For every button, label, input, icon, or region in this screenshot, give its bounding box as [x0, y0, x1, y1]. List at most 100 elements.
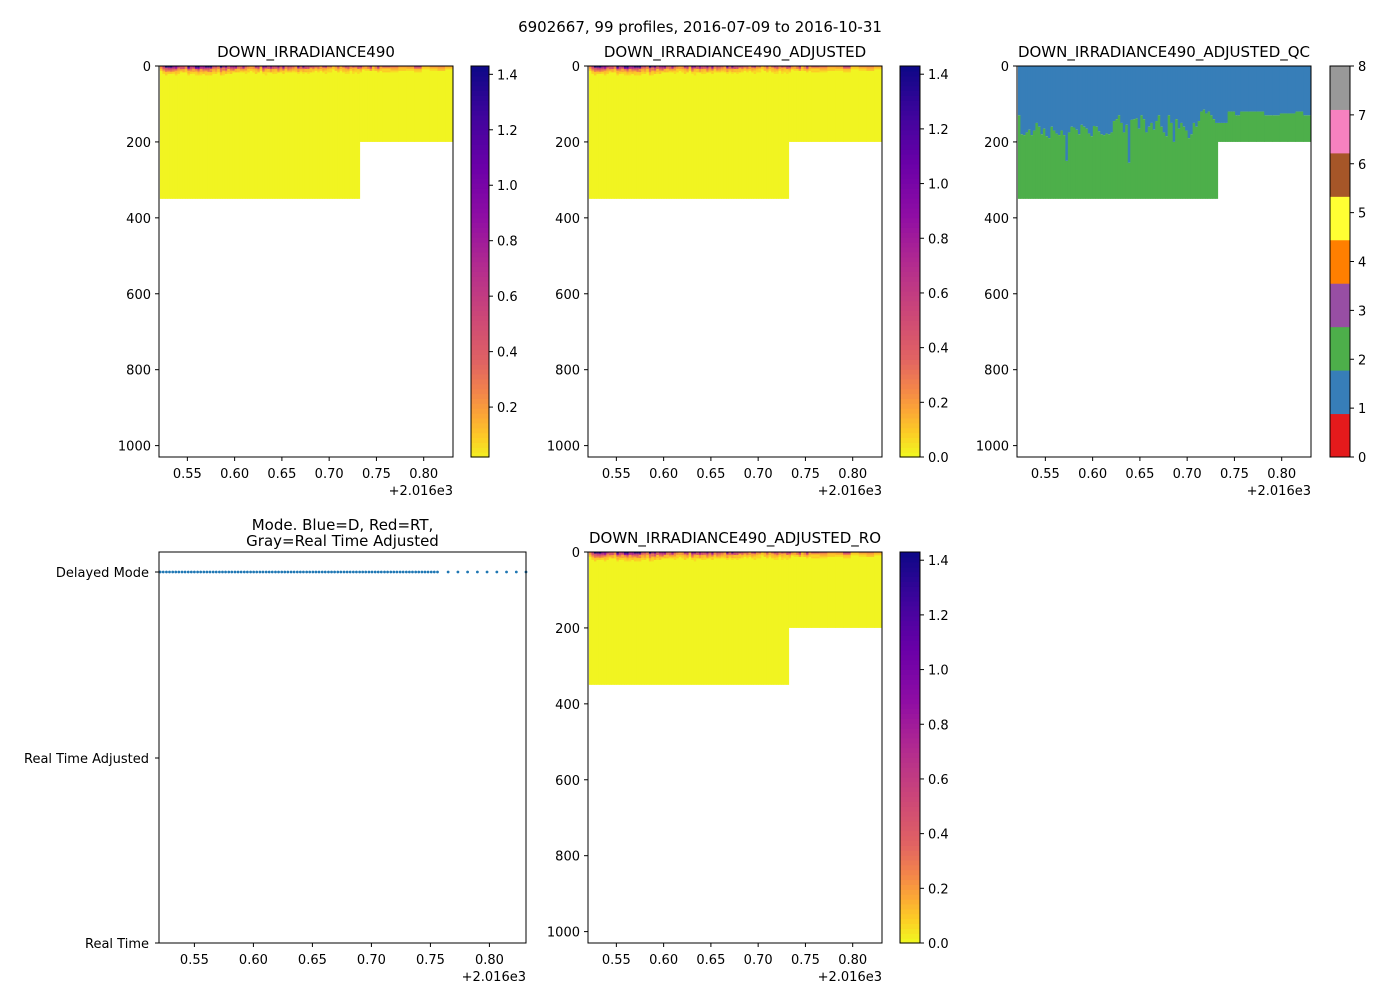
mode-point	[404, 570, 408, 574]
heatmap-cell	[337, 69, 341, 71]
mode-point	[485, 570, 489, 574]
heatmap-cell	[703, 72, 707, 74]
heatmap-column	[743, 66, 747, 199]
qc-cell-flag1	[1045, 66, 1049, 137]
colorbar-segment	[900, 393, 920, 399]
heatmap-column	[626, 66, 630, 199]
qc-cell-flag2	[1210, 115, 1214, 199]
heatmap-cell	[234, 70, 238, 73]
colorbar-segment	[900, 251, 920, 258]
colorbar-segment	[900, 163, 920, 170]
heatmap-column	[633, 552, 637, 685]
mode-point	[214, 570, 218, 574]
mode-point	[361, 570, 365, 574]
qc-cell-flag1	[1072, 66, 1076, 128]
heatmap-cell	[272, 70, 276, 73]
colorbar-segment	[900, 295, 920, 302]
heatmap-cell	[414, 67, 423, 70]
panel-p5: DOWN_IRRADIANCE490_ADJUSTED_RO0200400600…	[547, 529, 949, 985]
heatmap-column	[733, 66, 737, 199]
heatmap-cell	[302, 72, 306, 74]
heatmap-column	[793, 552, 797, 628]
colorbar-segment	[900, 398, 920, 404]
heatmap-cell	[843, 555, 852, 557]
heatmap-cell	[284, 69, 288, 71]
heatmap-cell	[227, 69, 231, 71]
heatmap-cell	[656, 556, 660, 559]
heatmap-column	[359, 66, 363, 142]
x-tick-label: 0.70	[744, 467, 773, 482]
heatmap-cell	[671, 66, 675, 68]
heatmap-cell	[711, 556, 715, 559]
heatmap-cell	[773, 556, 777, 559]
heatmap-cell	[616, 69, 620, 71]
heatmap-cell	[751, 67, 755, 70]
qc-cell-flag2	[1177, 128, 1181, 199]
mode-point	[180, 570, 184, 574]
heatmap-cell	[706, 552, 710, 554]
qc-cell-flag2	[1030, 135, 1034, 199]
colorbar-segment	[900, 859, 920, 866]
heatmap-cell	[189, 69, 193, 71]
heatmap-cell	[736, 70, 740, 73]
heatmap-cell	[192, 72, 196, 74]
qc-cell-flag1	[1222, 66, 1226, 123]
heatmap-cell	[678, 553, 682, 556]
heatmap-cell	[726, 552, 730, 554]
heatmap-cell	[192, 70, 196, 73]
heatmap-cell	[866, 555, 875, 557]
colorbar-segment	[471, 452, 489, 458]
heatmap-cell	[177, 72, 181, 74]
heatmap-cell	[187, 73, 191, 76]
heatmap-column	[209, 66, 213, 199]
heatmap-cell	[194, 69, 198, 71]
colorbar-segment	[900, 825, 920, 832]
qc-cell-flag2	[1142, 119, 1146, 199]
colorbar-segment	[900, 566, 920, 573]
heatmap-cell	[691, 552, 695, 554]
heatmap-cell	[686, 69, 690, 71]
heatmap-cell	[656, 553, 660, 556]
heatmap-cell	[264, 72, 268, 74]
x-tick-label: 0.65	[696, 953, 725, 968]
heatmap-cell	[437, 67, 446, 70]
colorbar-tick-label: 0.8	[928, 718, 949, 733]
heatmap-cell	[232, 70, 236, 73]
heatmap-cell	[713, 555, 717, 557]
mode-point	[286, 570, 290, 574]
heatmap-cell	[701, 555, 705, 557]
heatmap-column	[177, 66, 181, 199]
qc-cell-flag1	[1122, 66, 1126, 133]
heatmap-cell	[803, 552, 807, 554]
heatmap-cell	[277, 69, 281, 71]
heatmap-column	[329, 66, 333, 199]
heatmap-cell	[207, 70, 211, 73]
qc-cell-flag1	[1232, 66, 1236, 112]
colorbar-segment	[900, 344, 920, 351]
mode-point	[224, 570, 227, 574]
heatmap-cell	[641, 558, 645, 560]
colorbar-segment	[471, 334, 489, 341]
heatmap-cell	[691, 556, 695, 559]
colorbar-segment	[900, 227, 920, 233]
heatmap-column	[182, 66, 186, 199]
colorbar-segment	[900, 349, 920, 355]
qc-cell-flag1	[1035, 66, 1039, 123]
colorbar-segment	[900, 212, 920, 219]
heatmap-cell	[751, 70, 755, 73]
heatmap-cell	[398, 66, 407, 68]
heatmap-cell	[252, 66, 256, 68]
heatmap-cell	[593, 559, 597, 562]
heatmap-column	[874, 552, 883, 628]
qc-cell-flag2	[1272, 115, 1281, 142]
heatmap-cell	[646, 555, 650, 557]
heatmap-cell	[843, 69, 852, 71]
heatmap-cell	[835, 67, 844, 70]
heatmap-cell	[628, 555, 632, 557]
heatmap-cell	[691, 66, 695, 68]
qc-cell-flag2	[1150, 122, 1154, 199]
heatmap-cell	[199, 67, 203, 70]
heatmap-cell	[761, 67, 765, 70]
heatmap-cell	[179, 70, 183, 73]
colorbar-segment	[900, 354, 920, 360]
